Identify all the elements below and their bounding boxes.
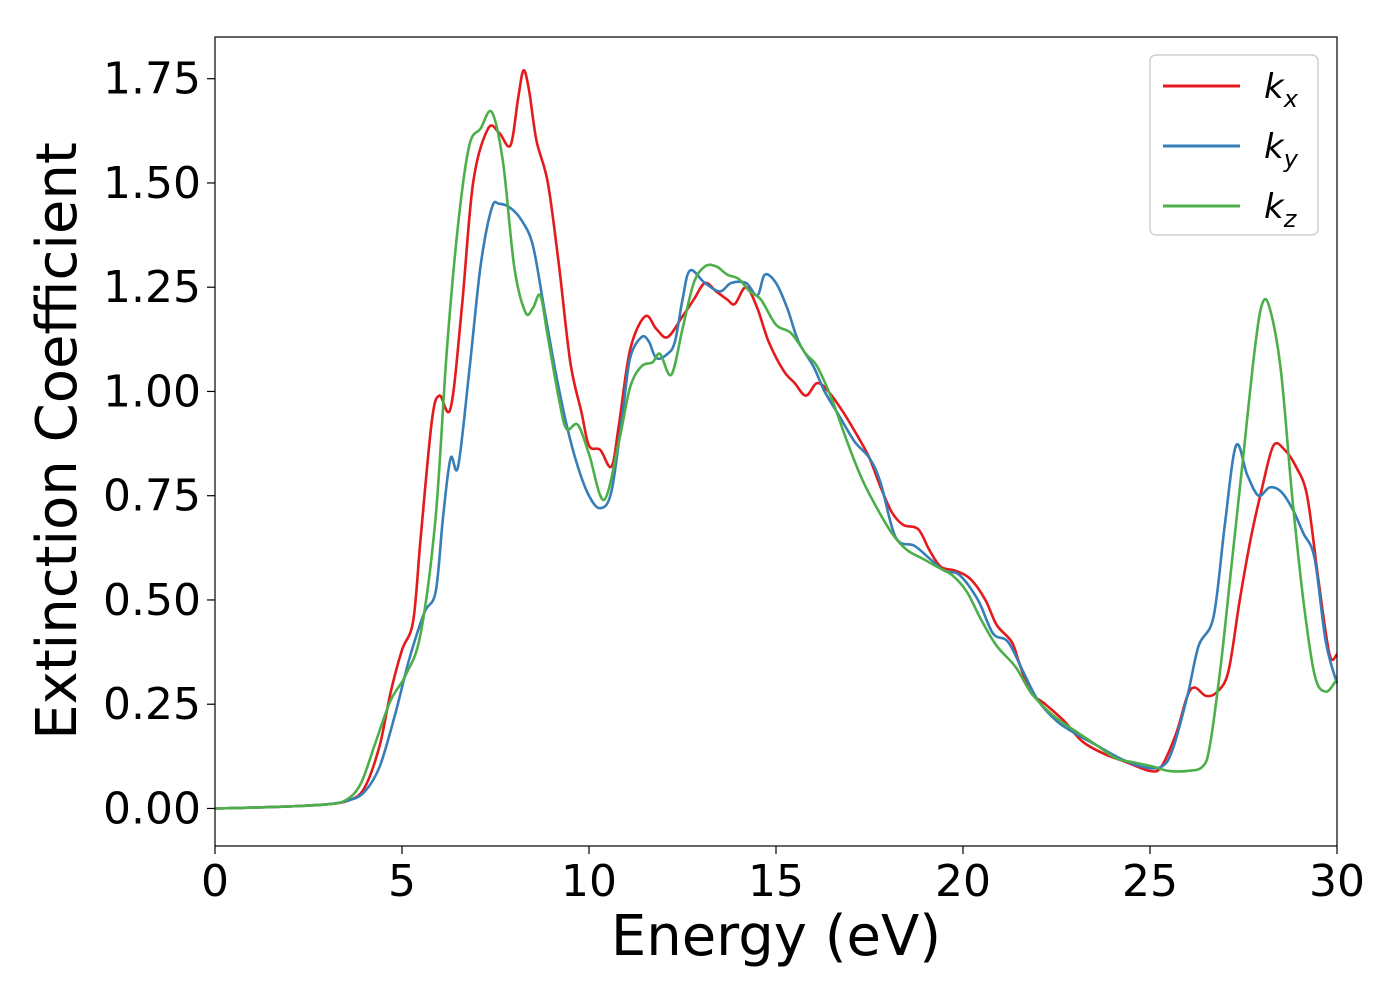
series-lines [214,69,1339,810]
y-tick-label: 0.25 [103,679,201,730]
legend-label-ky: ky [1264,127,1299,173]
x-tick-label: 30 [1309,856,1365,907]
y-axis-title: Extinction Coefficient [25,142,90,740]
x-tick-label: 10 [561,856,617,907]
y-tick-label: 0.00 [103,783,201,834]
y-tick-label: 0.50 [103,575,201,626]
x-axis-title: Energy (eV) [611,904,941,969]
y-axis-ticks: 0.00 0.25 0.50 0.75 1.00 1.25 1.50 1.75 [103,54,215,834]
x-tick-label: 0 [201,856,229,907]
y-tick-label: 0.75 [103,471,201,522]
y-tick-label: 1.25 [103,262,201,313]
x-tick-label: 15 [748,856,804,907]
x-axis-ticks: 0 5 10 15 20 25 30 [201,846,1365,907]
x-tick-label: 5 [388,856,416,907]
x-tick-label: 25 [1122,856,1178,907]
y-tick-label: 1.50 [103,158,201,209]
series-line-kz [214,109,1339,810]
y-tick-label: 1.75 [103,54,201,105]
y-tick-label: 1.00 [103,366,201,417]
x-tick-label: 20 [935,856,991,907]
